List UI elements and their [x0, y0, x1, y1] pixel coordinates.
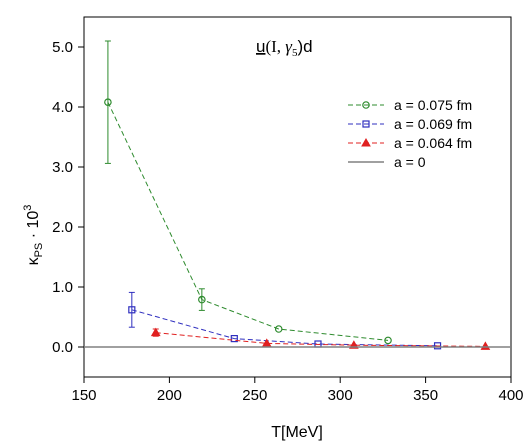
- legend: a = 0.075 fm a = 0.069 fm a = 0.064 fm a = …: [348, 97, 472, 170]
- x-axis-label: T[MeV]: [271, 424, 323, 441]
- data-point: [433, 342, 442, 350]
- legend-label: a = 0.069 fm: [394, 116, 472, 132]
- y-axis-label: κPS · 103: [22, 205, 45, 266]
- x-tick-label: 150: [71, 387, 96, 404]
- data-point: [150, 327, 161, 337]
- data-point: [274, 325, 283, 333]
- x-tick-label: 300: [328, 387, 353, 404]
- legend-entry: a = 0.064 fm: [348, 135, 472, 151]
- data-point: [362, 120, 370, 128]
- x-tick-label: 200: [157, 387, 182, 404]
- legend-label: a = 0.075 fm: [394, 97, 472, 113]
- y-tick-label: 4.0: [52, 99, 73, 116]
- data-point: [480, 341, 491, 350]
- x-tick-label: 350: [413, 387, 438, 404]
- x-tick-label: 400: [498, 387, 523, 404]
- y-tick-label: 2.0: [52, 219, 73, 236]
- legend-label: a = 0.064 fm: [394, 135, 472, 151]
- data-point: [384, 336, 392, 345]
- y-tick-label: 0.0: [52, 339, 73, 356]
- data-point: [230, 335, 238, 343]
- y-tick-label: 3.0: [52, 159, 73, 176]
- y-tick-label: 1.0: [52, 279, 73, 296]
- data-point: [198, 295, 206, 304]
- data-point: [104, 98, 112, 107]
- plot-frame: [83, 16, 512, 378]
- plot-area: [84, 40, 511, 350]
- legend-label: a = 0: [394, 154, 426, 170]
- series: [104, 40, 392, 345]
- series: [128, 291, 442, 350]
- series-line: [131, 309, 438, 347]
- legend-entry: a = 0: [348, 154, 426, 170]
- data-point: [128, 306, 136, 314]
- data-point: [362, 101, 370, 109]
- axes: 150 200 250 300 350 400 0.0 1.0 2.0 3.0 4.0 5.0: [52, 16, 523, 404]
- y-tick-label: 5.0: [52, 39, 73, 56]
- x-tick-label: 250: [242, 387, 267, 404]
- data-point: [361, 137, 371, 147]
- chart-annotation: u(I, γ5)d: [256, 37, 313, 59]
- series-line: [155, 332, 486, 347]
- series-line: [107, 101, 389, 341]
- legend-entry: a = 0.069 fm: [348, 116, 472, 132]
- legend-entry: a = 0.075 fm: [348, 97, 472, 113]
